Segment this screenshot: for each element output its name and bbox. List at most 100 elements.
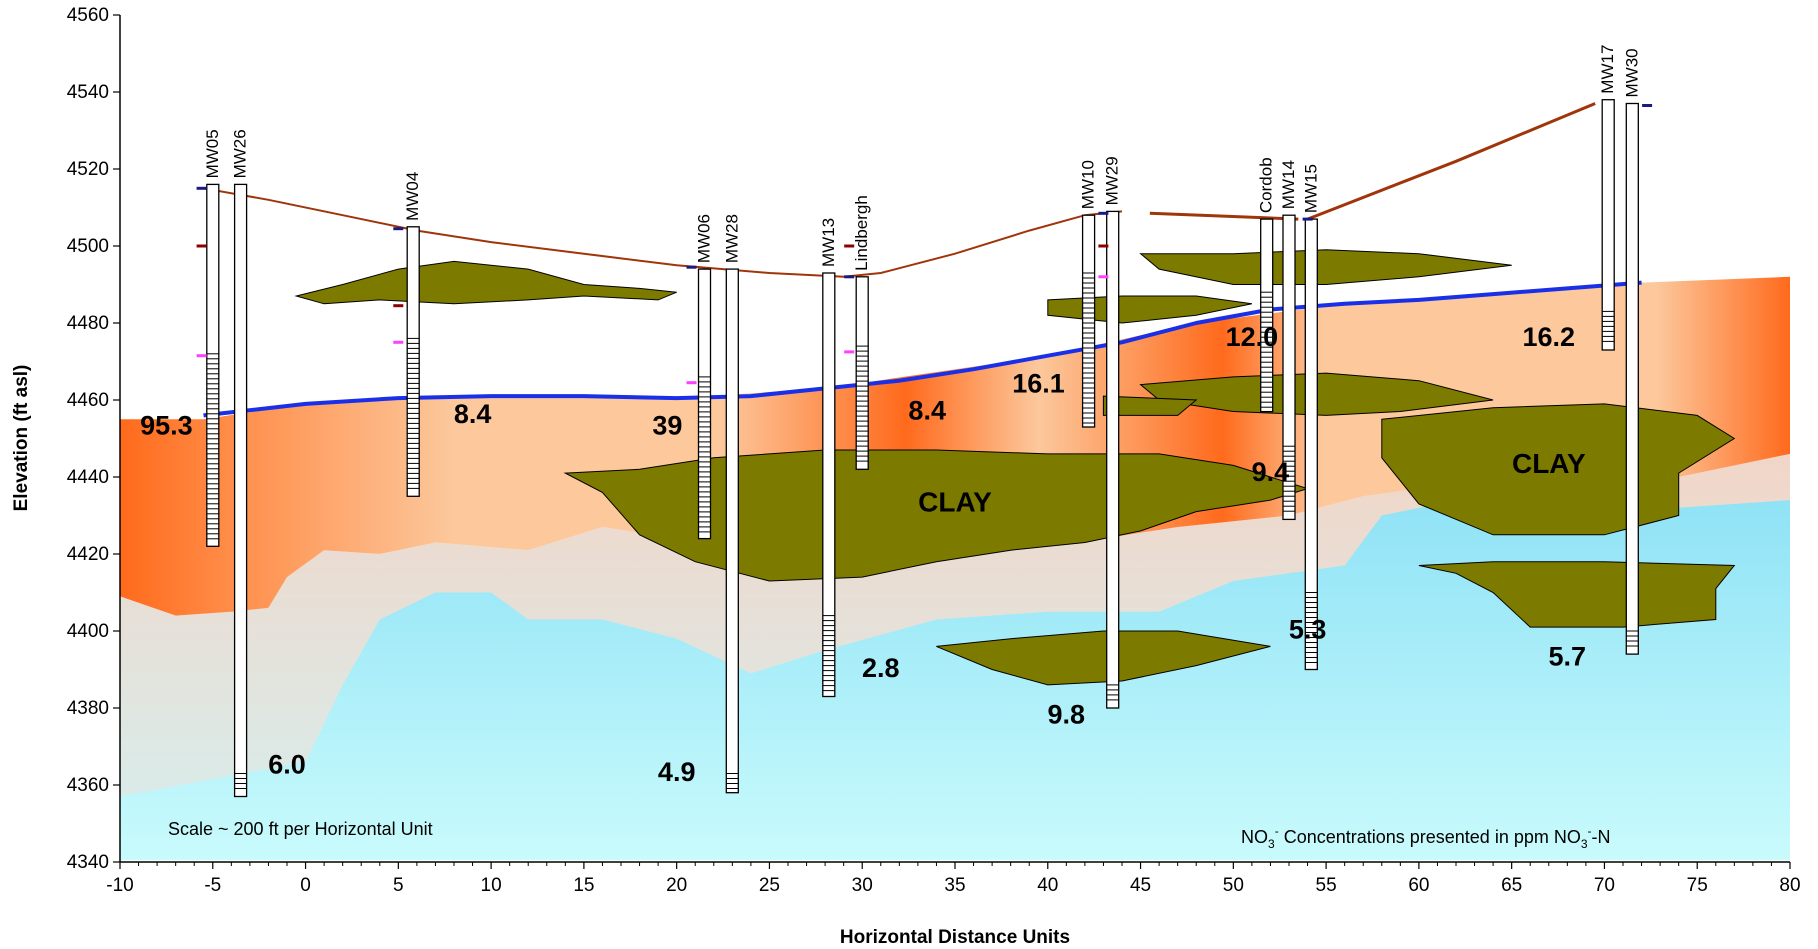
concentration-label: 12.0 [1226, 322, 1279, 352]
well-label: MW30 [1622, 48, 1641, 97]
well-casing [697, 268, 712, 540]
well-label: MW04 [403, 172, 422, 221]
well-mw06: MW06 [695, 214, 714, 540]
water-table-line [203, 280, 1642, 418]
well-casing [725, 268, 739, 794]
well-mw13: MW13 [819, 218, 838, 698]
well-label: MW14 [1279, 160, 1298, 209]
concentration-label: 5.7 [1549, 642, 1587, 672]
concentration-label: 95.3 [140, 411, 193, 441]
well-label: MW10 [1079, 160, 1098, 209]
y-axis-title: Elevation (ft asl) [11, 365, 32, 512]
y-tick-label: 4420 [67, 544, 109, 565]
x-tick-label: 45 [1130, 875, 1151, 896]
well-label: MW28 [722, 214, 741, 263]
well-casing [406, 226, 420, 497]
y-tick-label: 4480 [67, 313, 109, 334]
clay-lens-6 [1102, 395, 1198, 416]
well-casing [233, 183, 248, 798]
x-tick-label: -10 [106, 875, 133, 896]
concentration-label: 9.4 [1252, 457, 1290, 487]
well-label: MW15 [1301, 164, 1320, 213]
concentration-label: 2.8 [862, 653, 900, 683]
well-casing [822, 272, 836, 698]
well-mw30: MW30 [1622, 48, 1641, 655]
y-tick-label: 4540 [67, 82, 109, 103]
nitrate-plume-zone [120, 276, 1790, 616]
well-mw05: MW05 [203, 129, 222, 547]
concentration-label: 16.1 [1012, 368, 1065, 398]
well-casing [206, 183, 220, 547]
x-tick-label: 65 [1501, 875, 1522, 896]
well-mw17: MW17 [1598, 45, 1617, 351]
note-sup-minus-b: - [1588, 824, 1592, 838]
x-tick-label: 25 [759, 875, 780, 896]
well-mw29: MW29 [1103, 156, 1122, 709]
groundwater-zone [120, 496, 1790, 860]
profile-lines [203, 102, 1642, 418]
note-sub-3b: 3 [1581, 837, 1588, 851]
well-label: MW06 [695, 214, 714, 263]
note-sup-minus: - [1275, 824, 1279, 838]
x-tick-label: 40 [1037, 875, 1058, 896]
well-label: MW13 [819, 218, 838, 267]
x-tick-label: 15 [573, 875, 594, 896]
concentration-labels: 95.3 8.4 39 8.4 16.1 12.0 16.2 9.4 2.8 9.8 5.3 5.7 6… [140, 322, 1586, 787]
x-tick-label: 80 [1779, 875, 1800, 896]
well-mw14: MW14 [1279, 160, 1298, 521]
y-tick-label: 4520 [67, 159, 109, 180]
well-casing [1260, 218, 1274, 413]
y-tick-label: 4460 [67, 390, 109, 411]
ground-surface-line-2 [1149, 211, 1299, 221]
note-no: NO [1241, 827, 1268, 847]
x-tick-label: 0 [300, 875, 311, 896]
well-casing [1601, 99, 1615, 351]
y-tick-label: 4400 [67, 621, 109, 642]
x-tick-label: 20 [666, 875, 687, 896]
well-mw28: MW28 [722, 214, 741, 794]
x-tick-label: 5 [393, 875, 404, 896]
well-lindbergh: Lindbergh [852, 195, 871, 470]
ground-surface-line-1 [203, 187, 1123, 278]
clay-lens-3 [1047, 295, 1253, 324]
y-tick-label: 4500 [67, 236, 109, 257]
well-label: MW29 [1103, 156, 1122, 205]
y-tick-label: 4560 [67, 5, 109, 26]
concentration-label: 39 [652, 411, 682, 441]
scale-note: Scale ~ 200 ft per Horizontal Unit [168, 819, 433, 839]
x-tick-label: 30 [852, 875, 873, 896]
x-tick-label: 60 [1408, 875, 1429, 896]
clay-lens-4 [1139, 249, 1512, 285]
x-tick-label: 35 [944, 875, 965, 896]
well-mw10: MW10 [1079, 160, 1098, 428]
x-tick-label: -5 [204, 875, 221, 896]
well-casing [855, 276, 869, 470]
well-casing [1106, 210, 1120, 709]
hydrogeologic-zones [120, 276, 1790, 860]
clay-lens-9 [1418, 561, 1736, 628]
x-tick-label: 75 [1687, 875, 1708, 896]
ground-surface-line-3 [1307, 102, 1596, 221]
well-casing [1625, 102, 1639, 655]
concentration-label: 5.3 [1289, 615, 1327, 645]
axes: 4340436043804400442044404460448045004520… [67, 5, 1801, 896]
clay-label: CLAY [918, 487, 992, 518]
note-middle: Concentrations presented in ppm NO [1279, 827, 1581, 847]
y-tick-label: 4440 [67, 467, 109, 488]
well-casing [1081, 214, 1096, 428]
monitoring-wells: MW05 MW26 MW04 MW06 MW28 MW13 Lindbergh MW10 MW2… [196, 45, 1653, 798]
y-tick-label: 4360 [67, 775, 109, 796]
clay-lens-7 [936, 630, 1271, 686]
concentration-label: 8.4 [908, 395, 946, 425]
y-tick-label: 4340 [67, 852, 109, 873]
x-tick-label: 10 [481, 875, 502, 896]
well-label: MW17 [1598, 45, 1617, 94]
well-label: Lindbergh [852, 195, 871, 271]
clay-lens-8 [1381, 403, 1736, 536]
clay-label: CLAY [1512, 448, 1586, 479]
well-mw15: MW15 [1301, 164, 1320, 671]
well-label: Cordob [1257, 157, 1276, 213]
well-label: MW05 [203, 129, 222, 178]
concentration-label: 9.8 [1048, 699, 1086, 729]
